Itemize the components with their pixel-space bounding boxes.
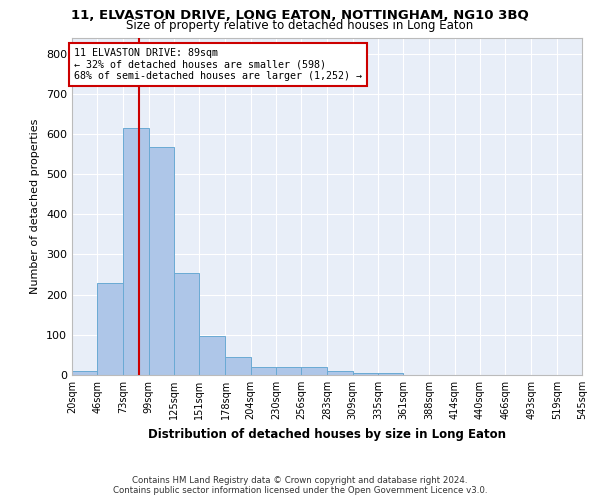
Bar xyxy=(226,358,251,375)
Bar xyxy=(301,368,326,375)
Bar xyxy=(353,372,378,375)
Bar xyxy=(97,284,122,375)
Bar xyxy=(72,371,97,375)
X-axis label: Distribution of detached houses by size in Long Eaton: Distribution of detached houses by size … xyxy=(148,428,506,440)
Text: Size of property relative to detached houses in Long Eaton: Size of property relative to detached ho… xyxy=(127,19,473,32)
Bar xyxy=(276,367,301,375)
Bar xyxy=(174,274,199,375)
Bar xyxy=(199,336,224,375)
Bar xyxy=(378,372,403,375)
Y-axis label: Number of detached properties: Number of detached properties xyxy=(31,118,40,294)
Bar xyxy=(149,147,174,375)
Bar xyxy=(251,367,276,375)
Bar xyxy=(124,128,149,375)
Text: 11, ELVASTON DRIVE, LONG EATON, NOTTINGHAM, NG10 3BQ: 11, ELVASTON DRIVE, LONG EATON, NOTTINGH… xyxy=(71,9,529,22)
Text: Contains HM Land Registry data © Crown copyright and database right 2024.
Contai: Contains HM Land Registry data © Crown c… xyxy=(113,476,487,495)
Bar xyxy=(328,371,353,375)
Text: 11 ELVASTON DRIVE: 89sqm
← 32% of detached houses are smaller (598)
68% of semi-: 11 ELVASTON DRIVE: 89sqm ← 32% of detach… xyxy=(74,48,362,80)
